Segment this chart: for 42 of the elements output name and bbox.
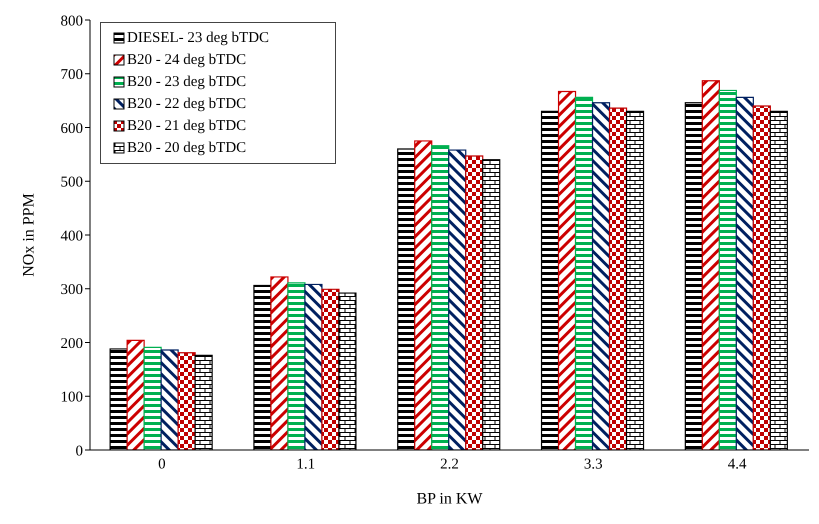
bar [574,96,594,450]
bar [178,352,196,450]
x-axis-title: BP in KW [416,490,484,508]
bar [287,282,306,450]
x-tick-label: 0 [158,456,166,473]
bar [431,145,450,450]
bar [448,149,466,450]
bar [144,346,162,450]
y-tick-label: 600 [60,120,83,137]
bar [465,155,484,450]
y-tick-label: 300 [60,282,83,298]
x-tick-label: 2.2 [440,456,459,473]
legend-label: B20 - 21 deg bTDC [127,117,246,136]
y-tick-label: 500 [60,174,83,191]
bar [304,284,323,450]
bar [558,90,576,450]
bar [270,276,289,450]
bar [718,90,737,450]
legend-label: DIESEL- 23 deg bTDC [127,29,270,48]
legend-label: B20 - 22 deg bTDC [127,95,246,114]
bar [752,105,771,450]
legend-label: B20 - 20 deg bTDC [127,139,246,158]
legend-label: B20 - 23 deg bTDC [127,73,246,92]
bar [321,288,340,450]
legend-label: B20 - 24 deg bTDC [127,51,246,70]
x-tick-label: 1.1 [296,456,316,473]
y-tick-label: 800 [60,13,83,30]
y-tick-label: 400 [60,228,83,244]
x-tick-label: 3.3 [584,456,603,473]
y-axis-title: NOx in PPM [20,193,38,277]
x-tick-label: 4.4 [728,456,747,473]
y-tick-label: 200 [60,336,83,352]
bar [160,349,179,450]
y-tick-label: 700 [60,67,83,84]
bar [592,102,610,450]
bar [126,340,145,450]
bar [736,96,754,450]
y-tick-label: 0 [76,443,83,460]
bar [702,80,720,450]
bar [414,140,432,450]
y-tick-label: 100 [60,390,83,406]
bar [608,108,628,450]
